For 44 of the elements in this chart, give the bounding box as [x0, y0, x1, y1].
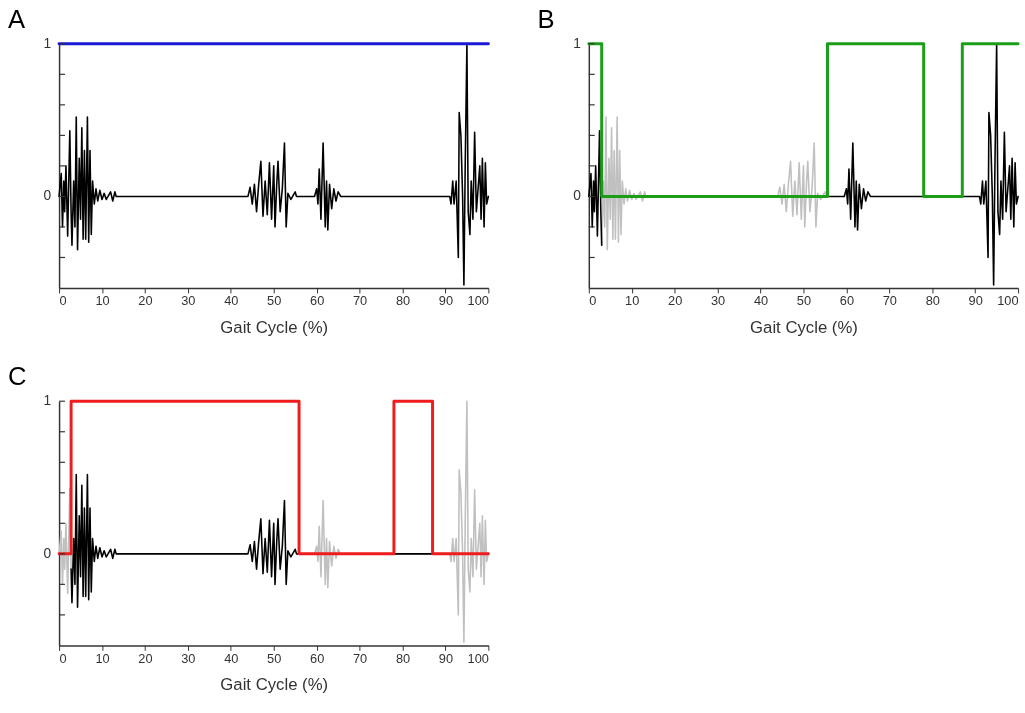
x-tick-label: 40	[224, 293, 239, 309]
x-tick-label: 60	[839, 293, 854, 309]
x-tick-label: 40	[753, 293, 769, 309]
x-tick-label: 60	[310, 650, 325, 666]
x-tick-label: 0	[59, 650, 67, 666]
x-tick-label: 10	[95, 650, 110, 666]
x-tick-label: 20	[138, 293, 153, 309]
chart-title: C	[7, 362, 27, 391]
x-tick-label: 90	[968, 293, 983, 309]
x-tick-label: 80	[395, 650, 411, 666]
x-tick-label: 10	[625, 293, 640, 309]
y-tick-label: 1	[573, 35, 581, 51]
chart-title: A	[7, 5, 26, 34]
x-tick-label: 30	[181, 650, 196, 666]
x-tick-label: 0	[589, 293, 597, 309]
x-tick-label: 30	[181, 293, 196, 309]
x-tick-label: 10	[95, 293, 110, 309]
x-tick-label: 0	[59, 293, 67, 309]
y-tick-label: 1	[43, 393, 52, 409]
x-tick-label: 40	[224, 650, 239, 666]
y-tick-label: 1	[43, 35, 52, 51]
x-tick-label: 50	[267, 293, 282, 309]
x-tick-label: 80	[925, 293, 940, 309]
x-tick-label: 50	[267, 650, 282, 666]
x-tick-label: 60	[310, 293, 325, 309]
x-axis-title: Gait Cycle (%)	[750, 317, 858, 337]
x-tick-label: 100	[997, 293, 1019, 309]
x-tick-label: 20	[138, 650, 153, 666]
x-tick-label: 50	[796, 293, 812, 309]
x-tick-label: 70	[882, 293, 897, 309]
y-tick-label: 0	[43, 188, 52, 204]
x-tick-label: 90	[438, 650, 454, 666]
x-tick-label: 30	[710, 293, 726, 309]
x-tick-label: 80	[395, 293, 411, 309]
x-tick-label: 70	[352, 650, 368, 666]
chart-title: B	[537, 5, 555, 34]
x-axis-title: Gait Cycle (%)	[220, 675, 329, 695]
x-tick-label: 70	[352, 293, 368, 309]
x-axis-title: Gait Cycle (%)	[220, 317, 329, 337]
x-tick-label: 90	[438, 293, 454, 309]
x-tick-label: 100	[467, 650, 489, 666]
y-tick-label: 0	[43, 545, 52, 561]
x-tick-label: 20	[668, 293, 683, 309]
x-tick-label: 100	[467, 293, 489, 309]
